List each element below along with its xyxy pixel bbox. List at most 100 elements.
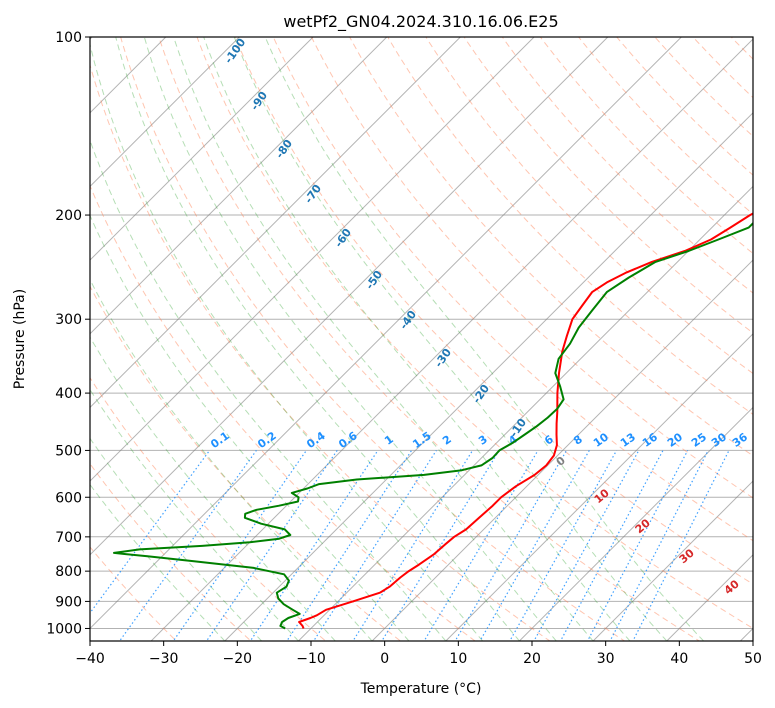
y-axis-label: Pressure (hPa) (12, 289, 28, 389)
mixing-ratio-line (632, 450, 730, 641)
mixing-ratio-label: 3 (476, 433, 490, 448)
mixing-ratio-line (286, 450, 413, 641)
x-tick-label: 40 (670, 651, 688, 667)
moist-adiabat-line (90, 483, 226, 641)
mixing-ratio-line (479, 450, 590, 641)
isotherm-line (518, 406, 753, 641)
moist-adiabat-line (233, 37, 668, 641)
isotherm-line (90, 37, 314, 261)
x-tick-label: −40 (75, 651, 105, 667)
isotherm-line (592, 480, 753, 641)
moist-adiabat-label: 40 (722, 577, 742, 597)
mixing-ratio-line (172, 450, 307, 641)
dry-adiabat-label: -80 (273, 137, 295, 161)
x-tick-label: −20 (223, 651, 253, 667)
dry-adiabat-line (90, 546, 178, 641)
isotherm-line (90, 37, 683, 630)
dry-adiabat-line (425, 37, 753, 375)
y-tick-label: 200 (55, 208, 82, 224)
isotherm-line (371, 259, 753, 641)
x-tick-label: 20 (523, 651, 541, 667)
dry-adiabat-line (120, 37, 626, 641)
x-tick-label: −30 (149, 651, 179, 667)
mixing-ratio-label: 16 (640, 430, 660, 450)
y-tick-label: 300 (55, 312, 82, 328)
dry-adiabat-line (90, 285, 402, 641)
dry-adiabat-label: -90 (248, 89, 270, 113)
moist-adiabat-line (143, 37, 557, 641)
y-tick-label: 800 (55, 564, 82, 580)
mixing-ratio-label: 8 (571, 433, 585, 448)
moist-adiabat-line (90, 214, 410, 641)
moist-adiabat-line (90, 138, 447, 641)
mixing-ratio-label: 13 (618, 430, 638, 449)
dry-adiabat-line (90, 63, 551, 641)
x-tick-label: 30 (597, 651, 615, 667)
isotherm-line (90, 37, 462, 409)
mixing-ratio-label: 25 (689, 430, 709, 449)
y-tick-label: 1000 (46, 621, 82, 637)
mixing-ratio-line (312, 450, 437, 641)
dry-adiabat-line (158, 37, 701, 641)
dry-adiabat-label: -30 (432, 346, 454, 370)
x-tick-label: 50 (744, 651, 762, 667)
mixing-ratio-line (118, 450, 257, 641)
isotherm-line (90, 37, 241, 188)
plot-frame (89, 36, 754, 642)
dry-adiabat-line (463, 37, 753, 334)
isotherm-line (90, 37, 609, 556)
y-tick-label: 500 (55, 443, 82, 459)
dry-adiabat-line (501, 37, 753, 294)
isotherm-line (90, 37, 388, 335)
mixing-ratio-line (205, 450, 338, 641)
mixing-ratio-line (90, 450, 211, 614)
mixing-ratio-line (249, 450, 379, 641)
mixing-ratio-label: 1.5 (410, 429, 433, 451)
moist-adiabat-line (90, 42, 483, 641)
dry-adiabat-line (577, 37, 753, 215)
x-tick-label: 0 (380, 651, 389, 667)
y-tick-label: 900 (55, 594, 82, 610)
mixing-ratio-label: 2 (440, 433, 454, 448)
mixing-ratio-label: 0.4 (304, 429, 328, 451)
mixing-ratio-line (454, 450, 568, 641)
dry-adiabat-line (539, 37, 753, 255)
mixing-ratio-line (509, 450, 618, 641)
isotherm-line (666, 554, 753, 641)
dry-adiabat-label: -40 (397, 308, 419, 332)
isotherm-line (90, 37, 167, 114)
dry-adiabat-line (743, 10, 775, 653)
dry-adiabat-line (654, 37, 753, 137)
moist-adiabat-label: 0 (554, 454, 568, 469)
x-tick-label: −10 (296, 651, 326, 667)
mixing-ratio-label: 1 (382, 433, 396, 448)
moist-adiabat-line (203, 37, 631, 641)
mixing-ratio-label: 36 (730, 430, 750, 450)
mixing-ratio-label: 30 (709, 430, 729, 450)
dry-adiabat-line (90, 184, 476, 641)
dry-adiabat-label: -50 (363, 268, 385, 292)
moist-adiabat-label: 20 (633, 516, 653, 536)
dry-adiabat-label: -60 (332, 226, 354, 250)
mixing-ratio-line (533, 450, 640, 641)
isotherm-line (297, 185, 753, 641)
dry-adiabat-label: -70 (302, 182, 324, 206)
x-tick-label: 10 (449, 651, 467, 667)
isotherm-line (90, 37, 535, 482)
temperature-profile-line (298, 212, 753, 629)
moist-adiabat-line (173, 37, 594, 641)
mixing-ratio-label: 10 (591, 430, 611, 450)
isotherm-line (224, 112, 753, 641)
y-tick-label: 600 (55, 490, 82, 506)
isotherm-line (150, 38, 753, 641)
moist-adiabat-label: 10 (592, 486, 612, 506)
mixing-ratio-label: 6 (542, 432, 556, 447)
moist-adiabat-line (264, 37, 704, 641)
dewpoint-profile-line (113, 221, 753, 630)
isotherm-line (445, 333, 753, 641)
dry-adiabat-line (234, 37, 753, 585)
y-tick-label: 100 (55, 30, 82, 46)
y-tick-label: 400 (55, 386, 82, 402)
x-axis-label: Temperature (°C) (360, 681, 482, 697)
